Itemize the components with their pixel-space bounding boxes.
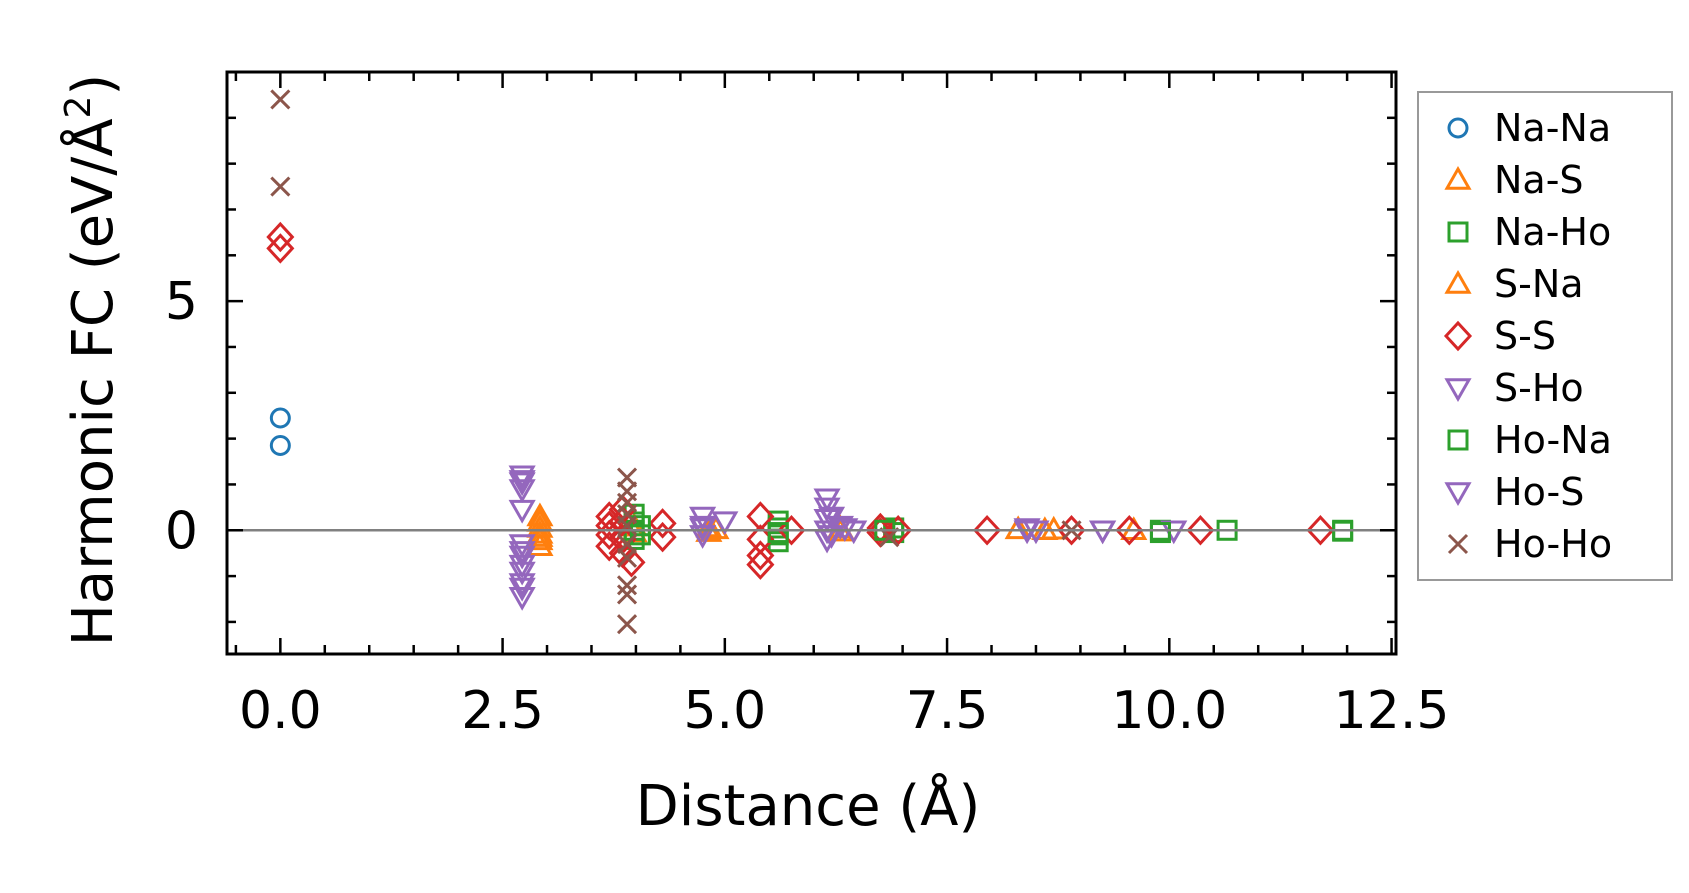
plot-frame	[225, 70, 1398, 656]
data-point	[508, 573, 536, 597]
data-point	[648, 521, 677, 553]
data-point	[616, 515, 638, 536]
legend-label: Na-Ho	[1494, 210, 1611, 254]
ticks	[227, 70, 1396, 654]
data-point	[746, 549, 775, 580]
legend-marker	[1447, 429, 1469, 451]
data-point	[595, 531, 624, 562]
data-point	[1115, 515, 1144, 546]
x-tick-label: 12.5	[1334, 681, 1450, 741]
legend-entry: Na-Na	[1447, 106, 1611, 150]
data-markers	[266, 89, 1354, 635]
x-tick-label: 0.0	[239, 681, 322, 741]
legend-label: Ho-Ho	[1494, 522, 1612, 566]
data-point	[508, 534, 536, 559]
legend-label: S-Na	[1494, 262, 1584, 306]
legend-entry: Ho-Ho	[1447, 522, 1612, 566]
data-point	[269, 407, 291, 429]
data-point	[616, 614, 638, 635]
data-point	[617, 547, 646, 578]
legend-entry: S-Ho	[1444, 366, 1584, 410]
legend-marker	[1444, 165, 1472, 190]
legend-entry: Na-S	[1444, 158, 1584, 202]
legend-marker	[1447, 533, 1469, 555]
data-point	[508, 554, 536, 579]
data-point	[616, 584, 638, 605]
legend-marker	[1443, 320, 1473, 352]
data-point	[1057, 515, 1086, 546]
series-S-S	[266, 221, 1335, 580]
legend-marker	[1444, 482, 1472, 507]
data-point	[266, 221, 295, 253]
legend: Na-Na Na-S Na-Ho S-Na S-S S-Ho Ho-Na Ho-S Ho-Ho	[1417, 91, 1673, 581]
legend-entry: Ho-S	[1444, 470, 1584, 514]
legend-label: Na-Na	[1494, 106, 1611, 150]
data-point	[508, 586, 536, 611]
legend-label: Ho-S	[1494, 470, 1584, 514]
data-point	[866, 512, 895, 544]
legend-marker	[1447, 117, 1469, 139]
y-axis-label-close: )	[61, 74, 126, 96]
data-point	[526, 519, 554, 544]
legend-label: Na-S	[1494, 158, 1584, 202]
data-point	[270, 176, 291, 197]
legend-label: Ho-Na	[1494, 418, 1612, 462]
legend-marker	[1447, 221, 1469, 243]
data-point	[648, 508, 677, 539]
data-point	[817, 525, 846, 549]
series-Ho-S	[508, 470, 1117, 597]
data-point	[508, 470, 536, 494]
data-point	[1149, 522, 1171, 544]
legend-entry: Na-Ho	[1447, 210, 1611, 254]
data-point	[266, 233, 295, 264]
data-point	[1004, 515, 1032, 540]
legend-marker	[1444, 378, 1472, 403]
legend-entry: S-Na	[1444, 262, 1584, 306]
series-Na-Na	[269, 407, 291, 456]
data-point	[616, 547, 638, 568]
data-point	[508, 499, 536, 524]
data-point	[689, 525, 717, 549]
y-axis-label: Harmonic FC (eV/Å2)	[58, 74, 126, 647]
data-point	[884, 515, 913, 546]
legend-label: S-S	[1494, 314, 1556, 358]
data-point	[526, 526, 554, 551]
data-point	[1089, 520, 1117, 545]
data-point	[711, 511, 739, 536]
data-point	[817, 506, 846, 531]
data-point	[973, 515, 1002, 546]
legend-marker	[1444, 269, 1472, 294]
x-tick-label: 2.5	[461, 681, 544, 741]
data-point	[629, 524, 651, 546]
data-point	[746, 540, 775, 571]
x-tick-label: 7.5	[906, 681, 989, 741]
legend-label: S-Ho	[1494, 366, 1584, 410]
data-point	[616, 575, 638, 596]
data-point	[508, 479, 536, 504]
data-point	[1031, 516, 1059, 541]
legend-entry: Ho-Na	[1447, 418, 1612, 462]
x-axis-label: Distance (Å)	[636, 773, 981, 839]
data-point	[1186, 515, 1215, 546]
data-point	[508, 541, 536, 565]
legend-entry: S-S	[1443, 314, 1556, 358]
data-point	[269, 434, 291, 456]
x-tick-label: 10.0	[1111, 681, 1227, 741]
data-point	[777, 515, 806, 546]
data-point	[767, 522, 789, 544]
y-axis-label-base: Harmonic FC (eV/Å	[60, 118, 126, 646]
x-tick-label: 5.0	[683, 681, 766, 741]
series-Ho-Ho	[270, 89, 1082, 635]
y-tick-label: 0	[165, 501, 198, 561]
data-point	[1306, 515, 1335, 546]
axes: 0.0 2.5 5.0 7.5 10.0 12.5 0 5	[165, 70, 1450, 741]
data-point	[270, 89, 291, 110]
y-tick-label: 5	[165, 272, 198, 332]
data-point	[508, 465, 536, 490]
y-axis-label-superscript: 2	[58, 96, 99, 119]
